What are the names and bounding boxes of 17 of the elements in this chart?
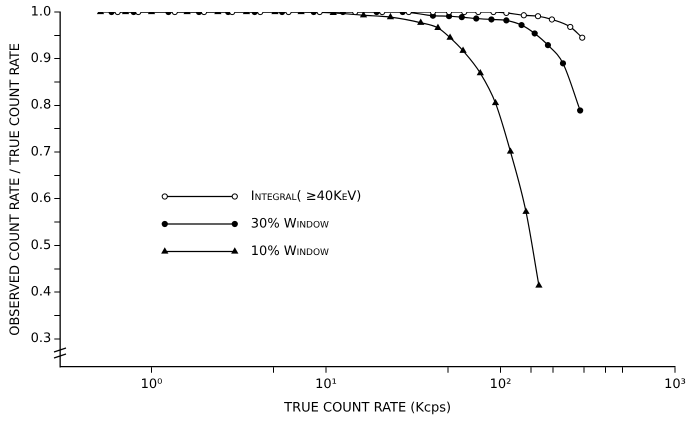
y-tick-label: 0.7: [30, 144, 52, 160]
legend-label: 10% Window: [250, 244, 330, 259]
y-axis-title: OBSERVED COUNT RATE / TRUE COUNT RATE: [8, 43, 24, 336]
y-tick-label: 0.6: [30, 191, 52, 206]
x-tick-label: 10³: [664, 376, 686, 392]
x-tick-label: 10¹: [315, 376, 337, 392]
x-axis-title: TRUE COUNT RATE (Kcps): [283, 400, 452, 416]
y-tick-label: 0.3: [30, 331, 52, 346]
x-tick-label: 10⁰: [140, 376, 162, 392]
y-tick-label: 0.5: [30, 238, 52, 253]
y-tick-label: 0.4: [30, 284, 52, 300]
y-tick-label: 1.0: [30, 4, 52, 20]
x-tick-label: 10²: [490, 376, 512, 392]
y-tick-label: 0.9: [30, 51, 52, 66]
y-tick-label: 0.8: [30, 98, 52, 113]
legend-label: Integral( ≥40KeV): [250, 188, 362, 204]
legend-label: 30% Window: [250, 216, 330, 232]
